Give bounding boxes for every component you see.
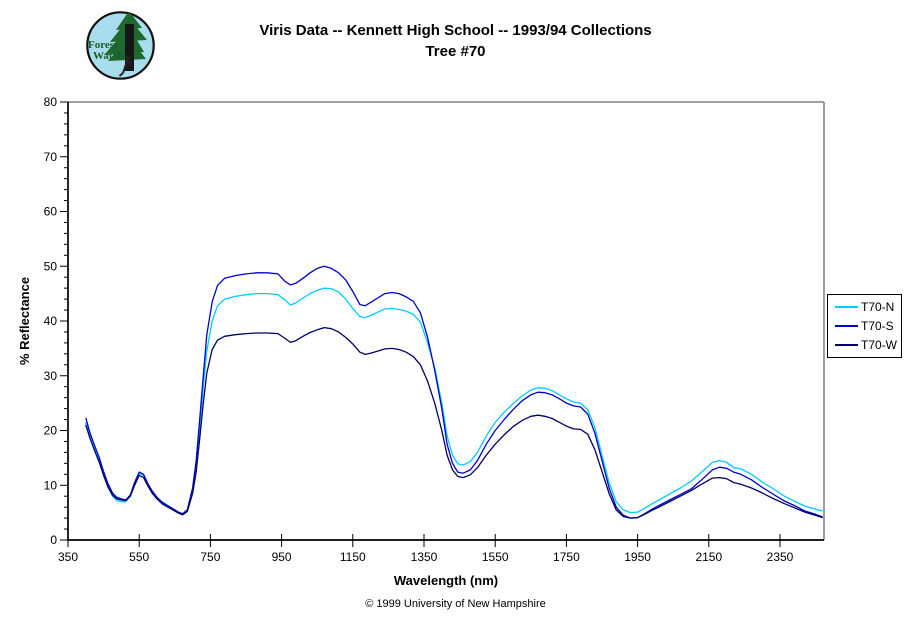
legend-entry-T70-W: T70-W [828,338,901,352]
forest-watch-logo-icon: Forest Watch [86,11,155,80]
x-tick-label: 750 [200,550,220,564]
y-tick-label: 60 [44,205,58,219]
y-tick-label: 40 [44,314,58,328]
x-axis-title: Wavelength (nm) [394,573,498,588]
legend-label-T70-N: T70-N [861,300,895,315]
x-tick-label: 1150 [340,550,366,564]
x-tick-label: 1750 [553,550,580,564]
series-line-T70-N [85,287,823,515]
y-tick-label: 20 [44,424,58,438]
x-tick-label: 1550 [482,550,509,564]
legend-swatch-T70-N [835,306,858,309]
legend-entry-T70-S: T70-S [828,319,901,333]
chart-title-block: Viris Data -- Kennett High School -- 199… [0,20,911,62]
forest-watch-logo: Forest Watch [84,9,157,82]
x-tick-label: 2150 [695,550,722,564]
series-line-T70-S [85,265,823,519]
y-tick-label: 50 [44,259,58,273]
person-icon [118,59,133,77]
logo-text-line2: Watch [93,50,124,62]
chart-title-line1: Viris Data -- Kennett High School -- 199… [259,22,652,39]
legend-label-T70-W: T70-W [861,337,897,352]
x-tick-label: 1350 [411,550,438,564]
x-tick-label: 950 [272,550,292,564]
y-tick-label: 0 [50,533,57,547]
legend-swatch-T70-S [835,324,858,327]
y-axis-title: % Reflectance [17,277,32,365]
legend-swatch-T70-W [835,343,858,346]
y-tick-label: 10 [44,478,58,492]
x-tick-label: 350 [58,550,78,564]
y-tick-label: 70 [44,150,58,164]
copyright-text: © 1999 University of New Hampshire [365,598,546,610]
x-tick-label: 1950 [624,550,651,564]
y-tick-label: 30 [44,369,58,383]
x-tick-label: 2350 [767,550,794,564]
y-tick-label: 80 [44,95,58,109]
legend: T70-N T70-S T70-W [827,294,902,358]
logo-text-line1: Forest [88,39,118,51]
pine-tree-icon [104,12,147,77]
chart-title-line2: Tree #70 [425,43,486,60]
legend-entry-T70-N: T70-N [828,300,901,314]
series-line-T70-W [85,326,823,519]
legend-label-T70-S: T70-S [861,318,894,333]
x-tick-label: 550 [129,550,149,564]
